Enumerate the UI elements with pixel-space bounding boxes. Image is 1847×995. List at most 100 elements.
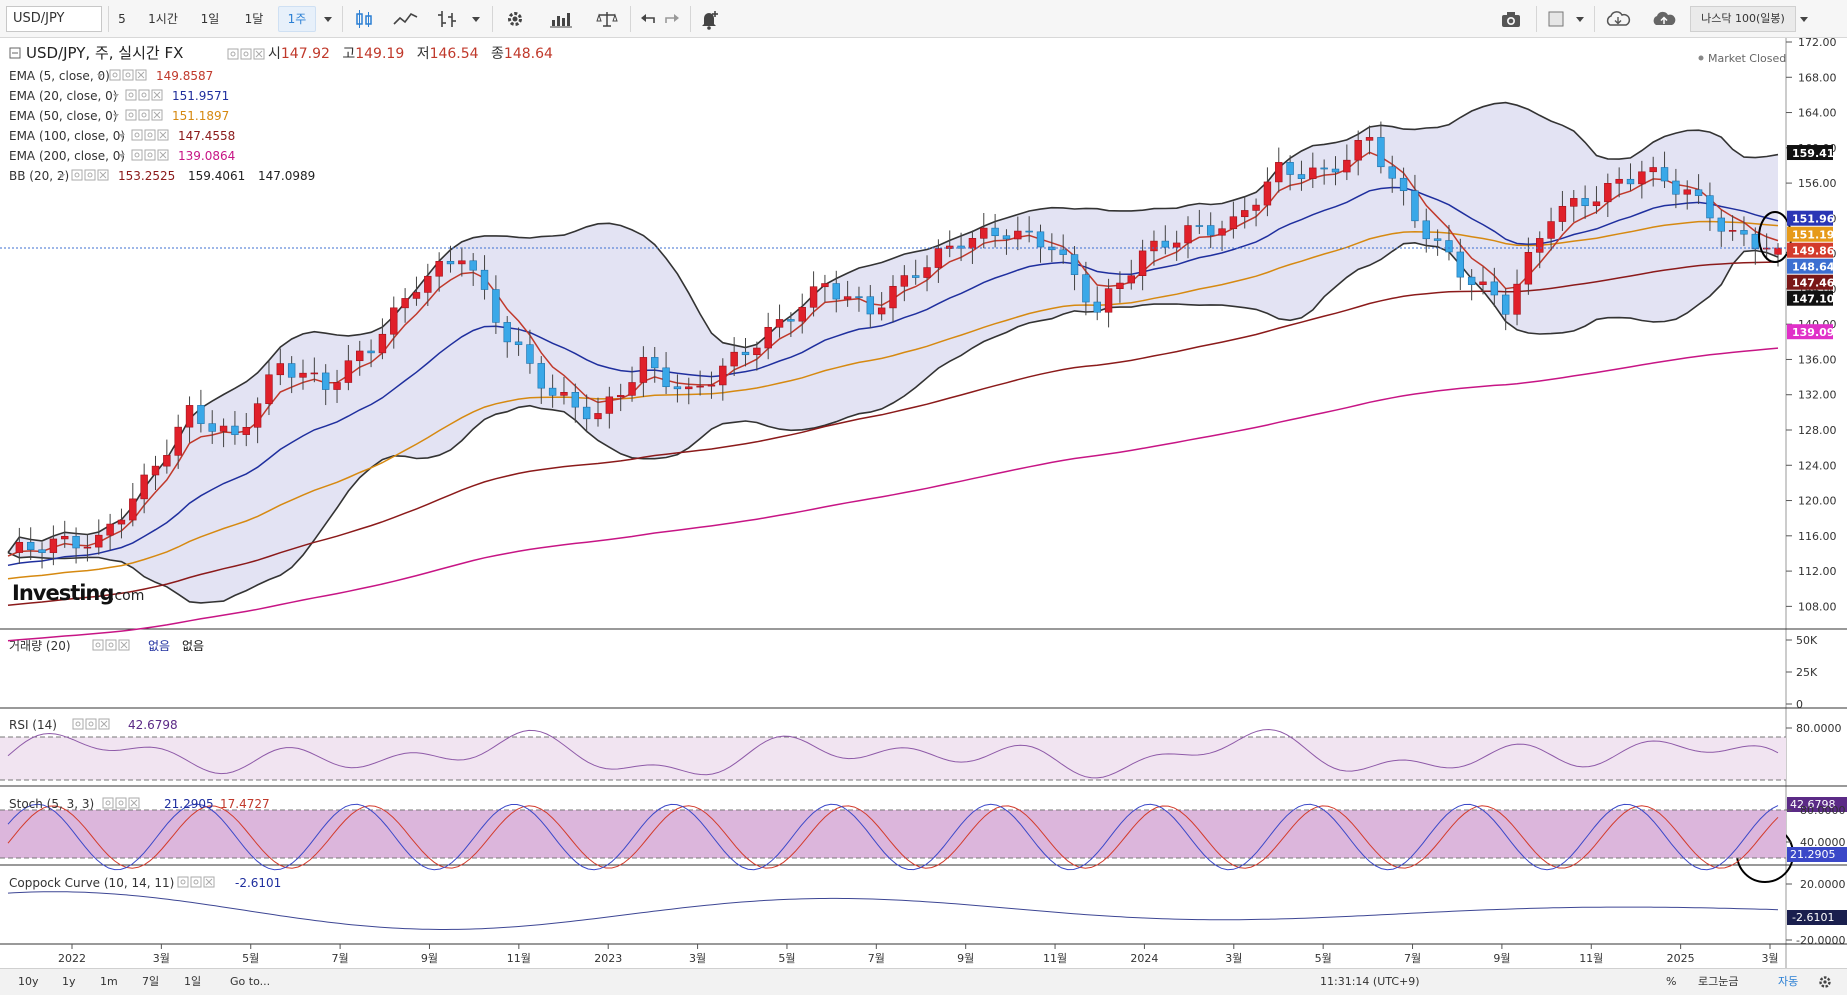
candle-body	[208, 423, 216, 432]
hide-icon[interactable]	[115, 797, 127, 809]
screenshot-button[interactable]	[1494, 6, 1528, 32]
range-1d-button[interactable]: 1일	[184, 975, 202, 988]
gear-icon	[1819, 976, 1831, 988]
interval-1d-button[interactable]: 1일	[200, 12, 220, 26]
price-tag-label: 159.41	[1792, 147, 1834, 160]
bar-chart-type-button[interactable]	[430, 6, 464, 32]
candle	[390, 296, 398, 349]
candle	[571, 383, 580, 423]
settings-icon[interactable]	[72, 718, 84, 730]
candles-chart-type-button[interactable]	[348, 6, 380, 32]
hide-icon[interactable]	[144, 149, 156, 161]
settings-icon[interactable]	[109, 69, 121, 81]
collapse-legend-icon[interactable]	[9, 47, 21, 59]
hide-icon[interactable]	[85, 718, 97, 730]
candle-body	[1728, 230, 1737, 232]
auto-scale-button[interactable]: 자동	[1778, 975, 1799, 988]
range-10y-button[interactable]: 10y	[18, 975, 39, 988]
settings-icon[interactable]	[71, 169, 83, 181]
time-axis[interactable]: 2022 3월 5월 7월 9월 11월 2023 3월 5월 7월 9월 11월 2024 3월 5월 7월…	[58, 944, 1779, 965]
indicators-button[interactable]	[542, 6, 580, 32]
hide-icon[interactable]	[84, 169, 96, 181]
candle	[1241, 196, 1249, 229]
settings-icon[interactable]	[131, 149, 143, 161]
hide-icon[interactable]	[138, 89, 150, 101]
candle	[1433, 229, 1442, 256]
range-7d-button[interactable]: 7일	[142, 975, 160, 988]
candle-body	[1218, 228, 1226, 236]
remove-icon[interactable]	[98, 718, 110, 730]
candle	[95, 519, 103, 555]
interval-1w-button[interactable]: 1주	[278, 6, 316, 32]
hide-icon[interactable]	[138, 109, 150, 121]
candle	[685, 377, 693, 405]
symbol-search-input[interactable]: USD/JPY	[6, 6, 102, 32]
settings-icon[interactable]	[177, 876, 189, 888]
candle-body	[480, 269, 489, 290]
remove-icon[interactable]	[151, 89, 163, 101]
alert-button[interactable]	[694, 6, 724, 32]
indicators-icon	[550, 13, 572, 28]
time-tick-label: 11월	[1579, 952, 1603, 965]
hide-icon[interactable]	[105, 639, 117, 651]
candle	[1456, 238, 1465, 291]
candle	[1343, 144, 1351, 181]
log-scale-button[interactable]: 로그눈금	[1698, 975, 1739, 988]
compare-symbol-dropdown-button[interactable]	[1796, 6, 1812, 32]
settings-icon[interactable]	[125, 109, 137, 121]
chart-type-dropdown-button[interactable]	[466, 6, 484, 32]
remove-icon[interactable]	[135, 69, 147, 81]
undo-button[interactable]	[634, 6, 660, 32]
hide-icon[interactable]	[190, 876, 202, 888]
chart-settings-button[interactable]	[1810, 973, 1840, 991]
candle-body	[1059, 249, 1067, 255]
price-chart[interactable]: USD/JPY, 주, 실시간 FX 시147.92 고149.19 저146.…	[0, 38, 1847, 968]
settings-icon[interactable]	[102, 797, 114, 809]
color-dropdown-button[interactable]	[1572, 6, 1588, 32]
range-1y-button[interactable]: 1y	[62, 975, 76, 988]
remove-icon[interactable]	[97, 169, 109, 181]
color-theme-button[interactable]	[1540, 6, 1576, 32]
settings-icon[interactable]	[125, 89, 137, 101]
interval-5m-button[interactable]: 5	[118, 12, 126, 26]
remove-icon[interactable]	[157, 149, 169, 161]
price-tag-box	[1787, 226, 1833, 242]
coppock-line	[7, 891, 1779, 930]
candle	[424, 263, 432, 307]
remove-icon[interactable]	[151, 109, 163, 121]
compare-symbol-select[interactable]: 나스닥 100(일봉)	[1690, 6, 1796, 32]
ohlc-bars-icon	[438, 11, 456, 27]
candle	[1184, 216, 1192, 259]
compare-button[interactable]	[590, 6, 624, 32]
line-chart-type-button[interactable]	[388, 6, 422, 32]
hide-icon[interactable]	[122, 69, 134, 81]
remove-icon[interactable]	[203, 876, 215, 888]
settings-button[interactable]	[498, 6, 532, 32]
time-tick-label: 7월	[868, 952, 885, 965]
interval-1h-button[interactable]: 1시간	[148, 12, 178, 26]
goto-date-button[interactable]: Go to...	[230, 975, 271, 988]
remove-icon[interactable]	[128, 797, 140, 809]
candle-body	[855, 296, 863, 298]
settings-icon[interactable]	[227, 48, 239, 60]
interval-1mo-button[interactable]: 1달	[244, 12, 264, 26]
hide-icon[interactable]	[144, 129, 156, 141]
hide-icon[interactable]	[240, 48, 252, 60]
cloud-save-button[interactable]	[1646, 6, 1682, 32]
range-1m-button[interactable]: 1m	[100, 975, 118, 988]
remove-icon[interactable]	[253, 48, 265, 60]
time-tick-label: 9월	[957, 952, 974, 965]
percent-scale-button[interactable]: %	[1666, 975, 1677, 988]
candle	[446, 245, 455, 273]
settings-icon[interactable]	[92, 639, 104, 651]
remove-icon[interactable]	[118, 639, 130, 651]
interval-dropdown-button[interactable]	[318, 6, 336, 32]
settings-icon[interactable]	[131, 129, 143, 141]
candle-body	[1309, 167, 1317, 179]
candle	[1161, 225, 1170, 255]
remove-icon[interactable]	[157, 129, 169, 141]
cloud-load-button[interactable]	[1600, 6, 1636, 32]
indicator-legend-label: EMA (50, close, 0)	[9, 109, 117, 123]
redo-button[interactable]	[660, 6, 686, 32]
caret-down-icon	[113, 94, 119, 98]
